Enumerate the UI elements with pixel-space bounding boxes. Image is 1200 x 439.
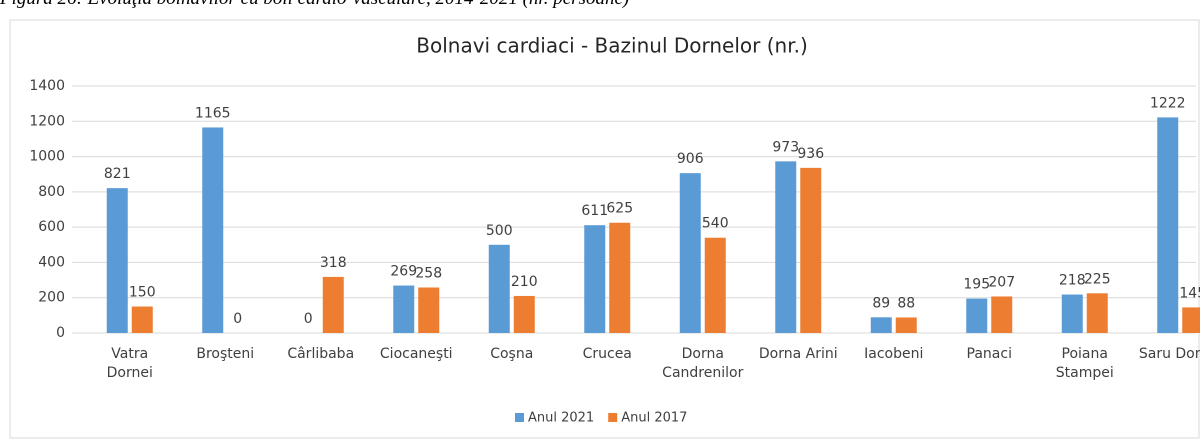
data-label: 145	[1179, 285, 1200, 301]
x-tick-label: Panaci	[966, 346, 1012, 362]
y-tick-label: 200	[38, 290, 65, 306]
x-tick-label: Crucea	[582, 346, 632, 362]
legend-swatch	[608, 413, 618, 422]
data-label: 821	[104, 166, 131, 182]
bar	[131, 306, 153, 333]
bar	[202, 127, 224, 333]
data-label: 207	[988, 274, 1015, 290]
x-tick-label: Coşna	[490, 346, 534, 362]
data-label: 210	[511, 274, 538, 290]
bar	[991, 296, 1013, 333]
bar	[513, 295, 535, 333]
bar	[870, 317, 892, 333]
data-label: 0	[304, 311, 313, 327]
y-tick-label: 600	[38, 219, 65, 235]
y-tick-label: 800	[38, 184, 65, 200]
data-label: 936	[797, 146, 824, 162]
x-tick-label: Saru Dornei	[1138, 346, 1200, 362]
x-tick-label: Vatra Dornei	[106, 346, 153, 381]
data-label: 89	[872, 295, 890, 311]
data-label: 88	[897, 295, 915, 311]
y-tick-label: 1000	[29, 149, 65, 165]
y-tick-label: 1200	[29, 113, 65, 129]
x-tick-label: Cârlibaba	[287, 346, 355, 362]
bar	[775, 161, 797, 333]
data-label: 1222	[1150, 95, 1186, 111]
chart-title: Bolnavi cardiaci - Bazinul Dornelor (nr.…	[416, 34, 808, 58]
bar	[106, 188, 128, 333]
legend-label: Anul 2021	[528, 411, 594, 426]
bar	[895, 317, 917, 333]
x-tick-label: Iacobeni	[864, 346, 924, 362]
data-label: 225	[1084, 271, 1111, 287]
x-tick-label: Dorna Arini	[758, 346, 838, 362]
data-label: 195	[963, 277, 990, 293]
data-label: 625	[606, 201, 633, 217]
x-tick-label: Dorna Candrenilor	[662, 346, 744, 381]
y-tick-label: 1400	[29, 78, 65, 94]
bar	[609, 222, 631, 333]
data-label: 500	[486, 223, 513, 239]
bar	[1086, 293, 1108, 333]
data-label: 0	[233, 311, 242, 327]
bar	[322, 276, 344, 333]
bar	[584, 225, 606, 333]
y-tick-label: 400	[38, 254, 65, 270]
data-label: 611	[581, 203, 608, 219]
caption: Figura 26: Evoluţia bolnavilor cu boli c…	[0, 0, 629, 10]
bar	[704, 237, 726, 333]
data-label: 218	[1059, 273, 1086, 289]
x-tick-label: Broşteni	[196, 346, 255, 362]
x-tick-label: Poiana Stampei	[1055, 346, 1114, 381]
data-label: 906	[677, 151, 704, 167]
y-tick-label: 0	[56, 325, 65, 341]
bar	[418, 287, 440, 333]
data-label: 150	[129, 285, 156, 301]
legend-swatch	[515, 413, 524, 422]
data-label: 269	[390, 264, 417, 280]
data-label: 973	[772, 139, 799, 155]
bar	[1182, 307, 1200, 333]
bar	[1157, 117, 1179, 333]
data-label: 258	[415, 265, 442, 281]
bar	[1061, 294, 1083, 333]
x-tick-label: Ciocaneşti	[379, 346, 453, 362]
legend-label: Anul 2017	[621, 411, 687, 426]
bar	[488, 244, 510, 333]
data-label: 540	[702, 216, 729, 232]
data-label: 318	[320, 255, 347, 271]
bar	[679, 173, 701, 333]
bar	[393, 285, 415, 333]
bar	[966, 298, 988, 333]
data-label: 1165	[195, 105, 231, 121]
bar	[800, 167, 822, 333]
